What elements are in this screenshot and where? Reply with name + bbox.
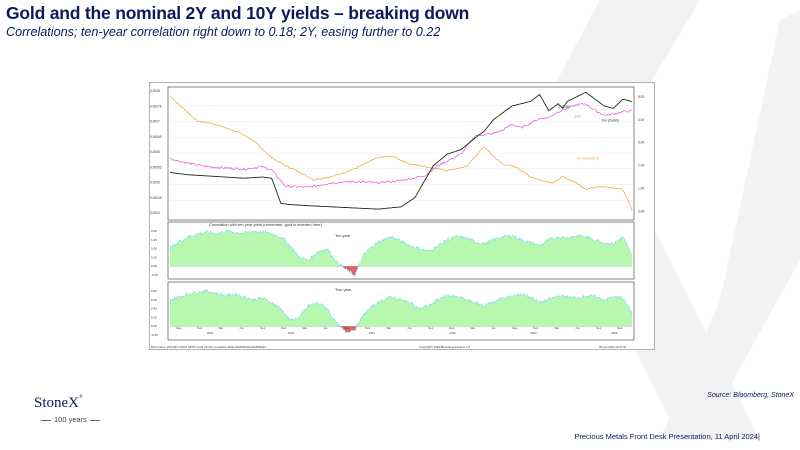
- x-month-tick: Mar: [218, 326, 223, 330]
- slide-subtitle: Correlations; ten-year correlation right…: [6, 25, 441, 39]
- x-year-label: 2024: [611, 331, 618, 335]
- left-axis-tick: 0.00045: [150, 196, 162, 200]
- left-axis-tick: 0.0007: [150, 120, 160, 124]
- right-axis-tick: 4.00: [638, 118, 644, 122]
- x-month-tick: Jun: [407, 326, 412, 330]
- ten-year-line: [169, 96, 633, 211]
- right-axis-tick: 5.00: [638, 95, 644, 99]
- middle-panel-frame: [167, 221, 635, 280]
- x-month-tick: Dec: [617, 326, 623, 330]
- correlation-line: [169, 288, 633, 334]
- stonex-logo: StoneX® 100 years: [34, 395, 104, 429]
- x-month-tick: Sep: [512, 326, 517, 330]
- logo-trademark: ®: [79, 395, 83, 400]
- right-axis-tick: 3.00: [638, 141, 644, 145]
- right-axis-tick: 2.00: [638, 164, 644, 168]
- presentation-footer: Precious Metals Front Desk Presentation,…: [574, 432, 760, 441]
- middle-y-axis: 0.60 0.45 0.30 0.15 0.00 -0.15: [151, 229, 158, 277]
- logo-wordmark: StoneX: [34, 395, 79, 411]
- left-axis-tick: 0.00075: [150, 104, 162, 108]
- corr-axis-tick: 0.60: [151, 289, 157, 293]
- right-axis-tick: 0.00: [638, 209, 644, 213]
- left-axis-tick: 0.00055: [150, 165, 162, 169]
- top-left-axis: 0.0008 0.00075 0.0007 0.00065 0.0006 0.00055 0…: [150, 89, 162, 215]
- correlation-positive-area: [170, 289, 632, 327]
- logo-years: 100 years: [38, 415, 103, 424]
- corr-axis-tick: 0.60: [151, 229, 157, 233]
- right-axis-tick: 1.00: [638, 187, 644, 191]
- x-month-tick: Jun: [491, 326, 496, 330]
- footer-mid-text: Copyright© 2024 Bloomberg Finance L.P.: [419, 345, 471, 349]
- corr-axis-tick: 0.00: [151, 324, 157, 328]
- middle-panel-title: Correlation with ten-year yield (remembe…: [209, 222, 323, 227]
- x-month-tick: Jun: [239, 326, 244, 330]
- top-annotations: 2-Year 10Y Inv (Gold) Inv (Inverted): [558, 105, 619, 161]
- x-month-tick: Sep: [596, 326, 601, 330]
- x-month-tick: Sep: [428, 326, 433, 330]
- chart-annotation: 10Y: [574, 115, 581, 119]
- x-month-tick: Sep: [176, 326, 181, 330]
- left-axis-tick: 0.0008: [150, 89, 160, 93]
- corr-axis-tick: 0.30: [151, 307, 157, 311]
- corr-axis-tick: 0.15: [151, 315, 157, 319]
- logo-name: StoneX®: [34, 395, 83, 412]
- bloomberg-chart: 0.0008 0.00075 0.0007 0.00065 0.0006 0.00055 0…: [149, 82, 655, 350]
- slide-title: Gold and the nominal 2Y and 10Y yields –…: [6, 3, 470, 23]
- bottom-panel-frame: [167, 281, 635, 341]
- x-year-label: 2021: [369, 331, 376, 335]
- corr-axis-tick: 0.45: [151, 298, 157, 302]
- corr-axis-tick: -0.15: [151, 273, 158, 277]
- chart-annotation: Inv (Gold): [602, 119, 619, 123]
- ten-year-correlation-area: [169, 229, 633, 278]
- source-note: Source: Bloomberg, StoneX: [707, 392, 794, 399]
- x-month-tick: Jun: [323, 326, 328, 330]
- footer-left-text: DXJ Curncy (DXUSD 1 INDX SPOT) Gold 2Y/1…: [151, 345, 266, 349]
- top-panel-grid: [168, 105, 634, 201]
- x-year-label: 2023: [530, 331, 537, 335]
- x-axis-months: Sep Dec Mar Jun Sep Dec Mar Jun Sep Dec Mar Jun Sep D…: [176, 326, 623, 330]
- left-axis-tick: 0.00065: [150, 135, 162, 139]
- x-month-tick: Dec: [533, 326, 539, 330]
- left-axis-tick: 0.0006: [150, 150, 160, 154]
- footer-right-text: 05-Apr-2024 14:07:02: [599, 345, 627, 349]
- logo-years-text: 100 years: [54, 415, 87, 424]
- x-month-tick: Jun: [575, 326, 580, 330]
- x-month-tick: Mar: [302, 326, 307, 330]
- x-month-tick: Dec: [449, 326, 455, 330]
- bottom-y-axis: 0.60 0.45 0.30 0.15 0.00 -0.15: [151, 289, 158, 337]
- x-month-tick: Mar: [470, 326, 475, 330]
- x-month-tick: Mar: [386, 326, 391, 330]
- x-year-label: 2019: [207, 331, 214, 335]
- top-right-axis: 5.00 4.00 3.00 2.00 1.00 0.00: [638, 95, 644, 214]
- bottom-series-label: Two year: [335, 287, 352, 292]
- x-month-tick: Sep: [260, 326, 265, 330]
- top-panel-frame: [167, 86, 635, 221]
- left-axis-tick: 0.0004: [150, 211, 160, 215]
- left-axis-tick: 0.0005: [150, 181, 160, 185]
- x-year-label: 2022: [450, 331, 457, 335]
- x-month-tick: Dec: [365, 326, 371, 330]
- two-year-correlation-area: [169, 288, 633, 334]
- chart-annotation: 2-Year: [558, 105, 570, 109]
- correlation-line: [169, 229, 633, 278]
- x-month-tick: Sep: [344, 326, 349, 330]
- logo-line-right: [89, 419, 100, 421]
- x-year-label: 2020: [288, 331, 295, 335]
- top-panel-series: [169, 91, 633, 211]
- two-year-line: [169, 102, 632, 189]
- corr-axis-tick: 0.45: [151, 238, 157, 242]
- logo-line-left: [41, 419, 51, 421]
- corr-axis-tick: -0.15: [151, 333, 158, 337]
- middle-series-label: Ten-year: [335, 233, 351, 238]
- corr-axis-tick: 0.15: [151, 255, 157, 259]
- x-axis-years: 2019 2020 2021 2022 2023 2024: [207, 331, 618, 335]
- chart-annotation: Inv (Inverted): [577, 156, 600, 160]
- x-month-tick: Dec: [197, 326, 203, 330]
- corr-axis-tick: 0.00: [151, 264, 157, 268]
- x-month-tick: Mar: [554, 326, 559, 330]
- corr-axis-tick: 0.30: [151, 247, 157, 251]
- x-month-tick: Dec: [281, 326, 287, 330]
- correlation-positive-area: [170, 229, 632, 267]
- gold-line: [169, 91, 633, 210]
